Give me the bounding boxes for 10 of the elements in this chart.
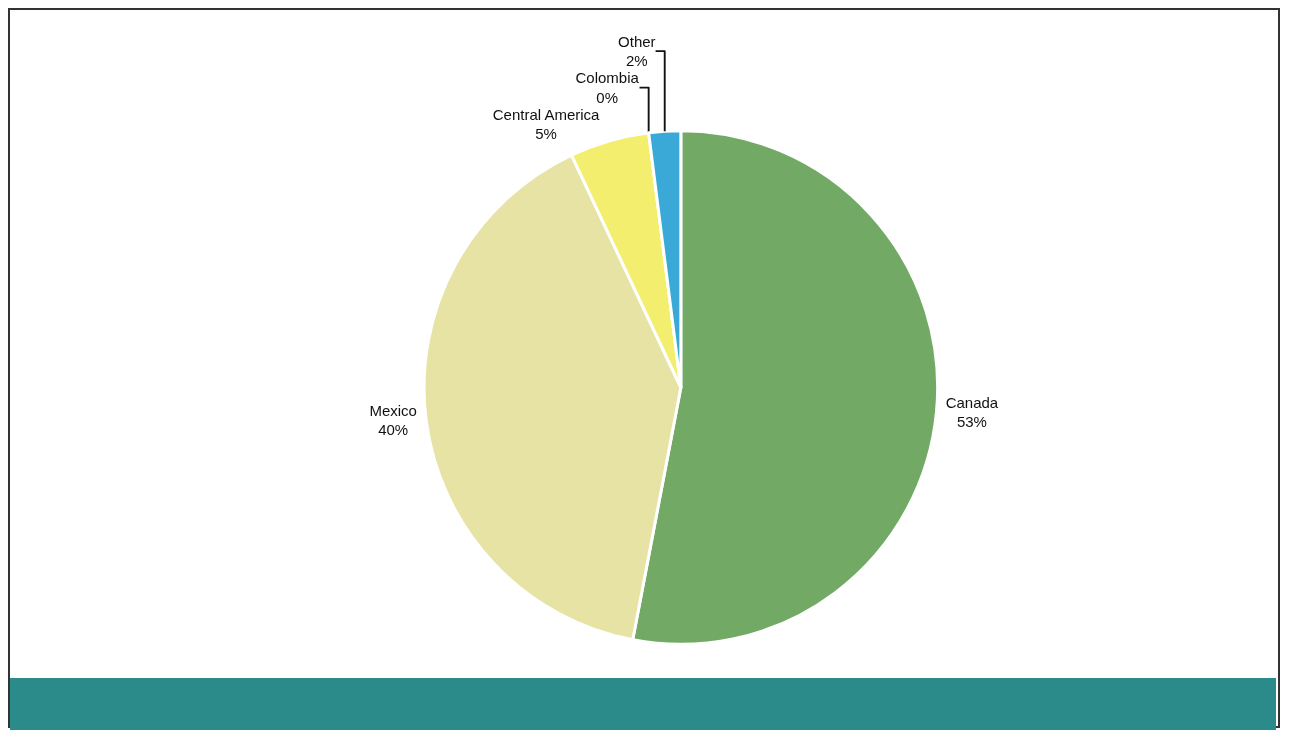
slice-label: Mexico xyxy=(369,401,417,419)
data-label: 5% xyxy=(535,125,557,143)
slice-label: Other xyxy=(618,32,656,50)
category-label: Colombia xyxy=(575,69,639,87)
data-label: 53% xyxy=(956,413,987,431)
slice-label: Central America xyxy=(492,105,601,123)
text: 0% xyxy=(596,88,619,106)
slice-label: Canada xyxy=(945,393,999,411)
data-label: 40% xyxy=(378,421,409,439)
data-label: 2% xyxy=(625,52,648,70)
